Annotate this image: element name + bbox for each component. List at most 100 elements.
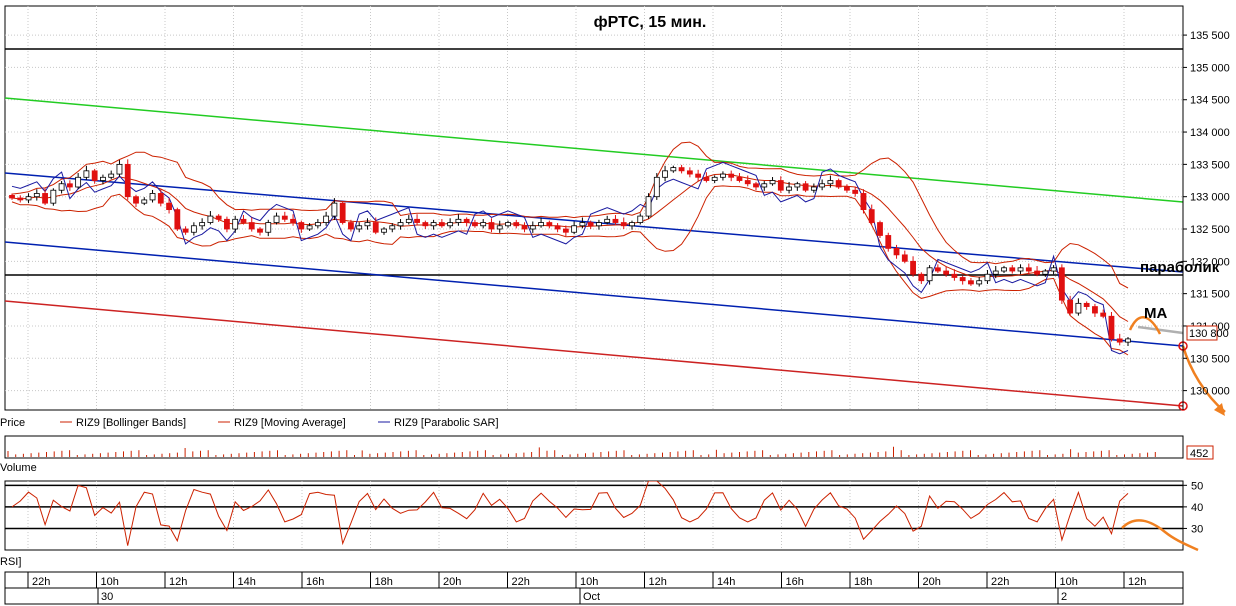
candle: [207, 211, 214, 225]
candle-body: [810, 186, 817, 191]
candle: [372, 217, 379, 235]
candle: [17, 195, 24, 203]
price-axis: 135 500 135 000 134 500 134 000 133 500 133 0…: [1182, 6, 1230, 410]
candle: [538, 217, 544, 228]
candle: [224, 216, 230, 233]
candle-body: [58, 183, 65, 191]
candle-body: [992, 270, 999, 275]
candle: [885, 232, 892, 252]
candle-body: [455, 218, 462, 223]
candle-body: [108, 173, 115, 178]
volume-value-label: 452: [1190, 448, 1208, 460]
candle: [339, 201, 346, 225]
candle: [1116, 333, 1123, 346]
candle-body: [910, 260, 916, 275]
candle: [1050, 265, 1057, 275]
candle: [25, 193, 32, 204]
candle-body: [133, 196, 139, 204]
candle-body: [430, 222, 437, 227]
candle-body: [33, 193, 40, 198]
candle: [562, 225, 569, 237]
y-tick-label: 131 500: [1190, 289, 1230, 301]
candle-body: [1025, 267, 1032, 272]
candle-body: [934, 267, 941, 272]
moving-average-line: [11, 173, 1129, 322]
candle: [529, 221, 536, 233]
time-label: 12h: [1128, 576, 1146, 588]
volume-panel: [4, 435, 1184, 459]
candle-body: [662, 170, 668, 178]
rsi-panel: [4, 480, 1184, 551]
candle-body: [323, 215, 330, 223]
candle-body: [562, 228, 569, 233]
forecast-arrow-head: [1214, 403, 1225, 416]
candle-body: [488, 222, 495, 230]
candle: [215, 214, 222, 222]
candle-body: [157, 193, 164, 204]
candle-body: [215, 215, 222, 220]
candle-body: [711, 176, 718, 181]
candle: [571, 221, 578, 235]
time-label: 18h: [375, 576, 393, 588]
candle: [612, 215, 619, 226]
candle: [455, 214, 462, 226]
candle-body: [868, 209, 875, 223]
candle: [637, 213, 644, 225]
candle-body: [190, 225, 197, 233]
legend-moving-average: RIZ9 [Moving Average]: [234, 417, 346, 429]
candle: [116, 160, 123, 177]
time-label: 10h: [101, 576, 119, 588]
candle: [157, 189, 164, 207]
candle-body: [554, 225, 561, 230]
candle-body: [827, 180, 834, 185]
time-label: 12h: [169, 576, 187, 588]
candle: [629, 220, 635, 230]
y-tick-label: 134 500: [1190, 95, 1230, 107]
legend: Price RIZ9 [Bollinger Bands] RIZ9 [Movin…: [0, 417, 499, 429]
candle-body: [1042, 270, 1049, 275]
candle: [257, 227, 263, 236]
time-label: 16h: [306, 576, 324, 588]
volume-value-box: [1186, 445, 1214, 460]
candle: [1067, 295, 1074, 315]
candle-body: [166, 202, 172, 211]
bollinger-lower: [11, 185, 1129, 356]
candle: [108, 170, 115, 180]
candle: [124, 159, 131, 200]
candle-body: [926, 267, 933, 282]
candle: [653, 173, 660, 200]
candle-body: [472, 222, 478, 227]
candle-body: [968, 280, 974, 285]
candle: [868, 204, 875, 225]
candle: [1092, 303, 1098, 317]
candle: [926, 265, 933, 285]
candle: [133, 194, 139, 208]
candle-body: [893, 247, 900, 256]
candle: [860, 189, 867, 214]
candle: [190, 222, 197, 236]
candle: [364, 218, 371, 230]
candle: [943, 266, 950, 277]
candle-body: [290, 218, 296, 223]
candle-body: [744, 180, 751, 185]
candle: [149, 189, 156, 203]
candle: [447, 218, 454, 229]
y-tick-label: 130 000: [1190, 386, 1230, 398]
volume-bars: [7, 446, 1156, 457]
date-label: Oct: [583, 591, 600, 603]
candle-body: [257, 228, 263, 233]
candle-body: [240, 218, 247, 223]
candle: [546, 220, 553, 229]
candle-body: [66, 183, 73, 188]
ma-extension-line: [1137, 325, 1184, 335]
candle: [488, 218, 495, 233]
time-label: 20h: [443, 576, 461, 588]
candle-body: [959, 277, 966, 282]
candle: [141, 197, 148, 206]
candle: [736, 173, 743, 183]
candle: [1125, 336, 1131, 347]
candle-body: [579, 222, 586, 227]
candle: [66, 180, 73, 191]
candles: [9, 159, 1131, 347]
horizontal-grid: [5, 34, 1183, 392]
